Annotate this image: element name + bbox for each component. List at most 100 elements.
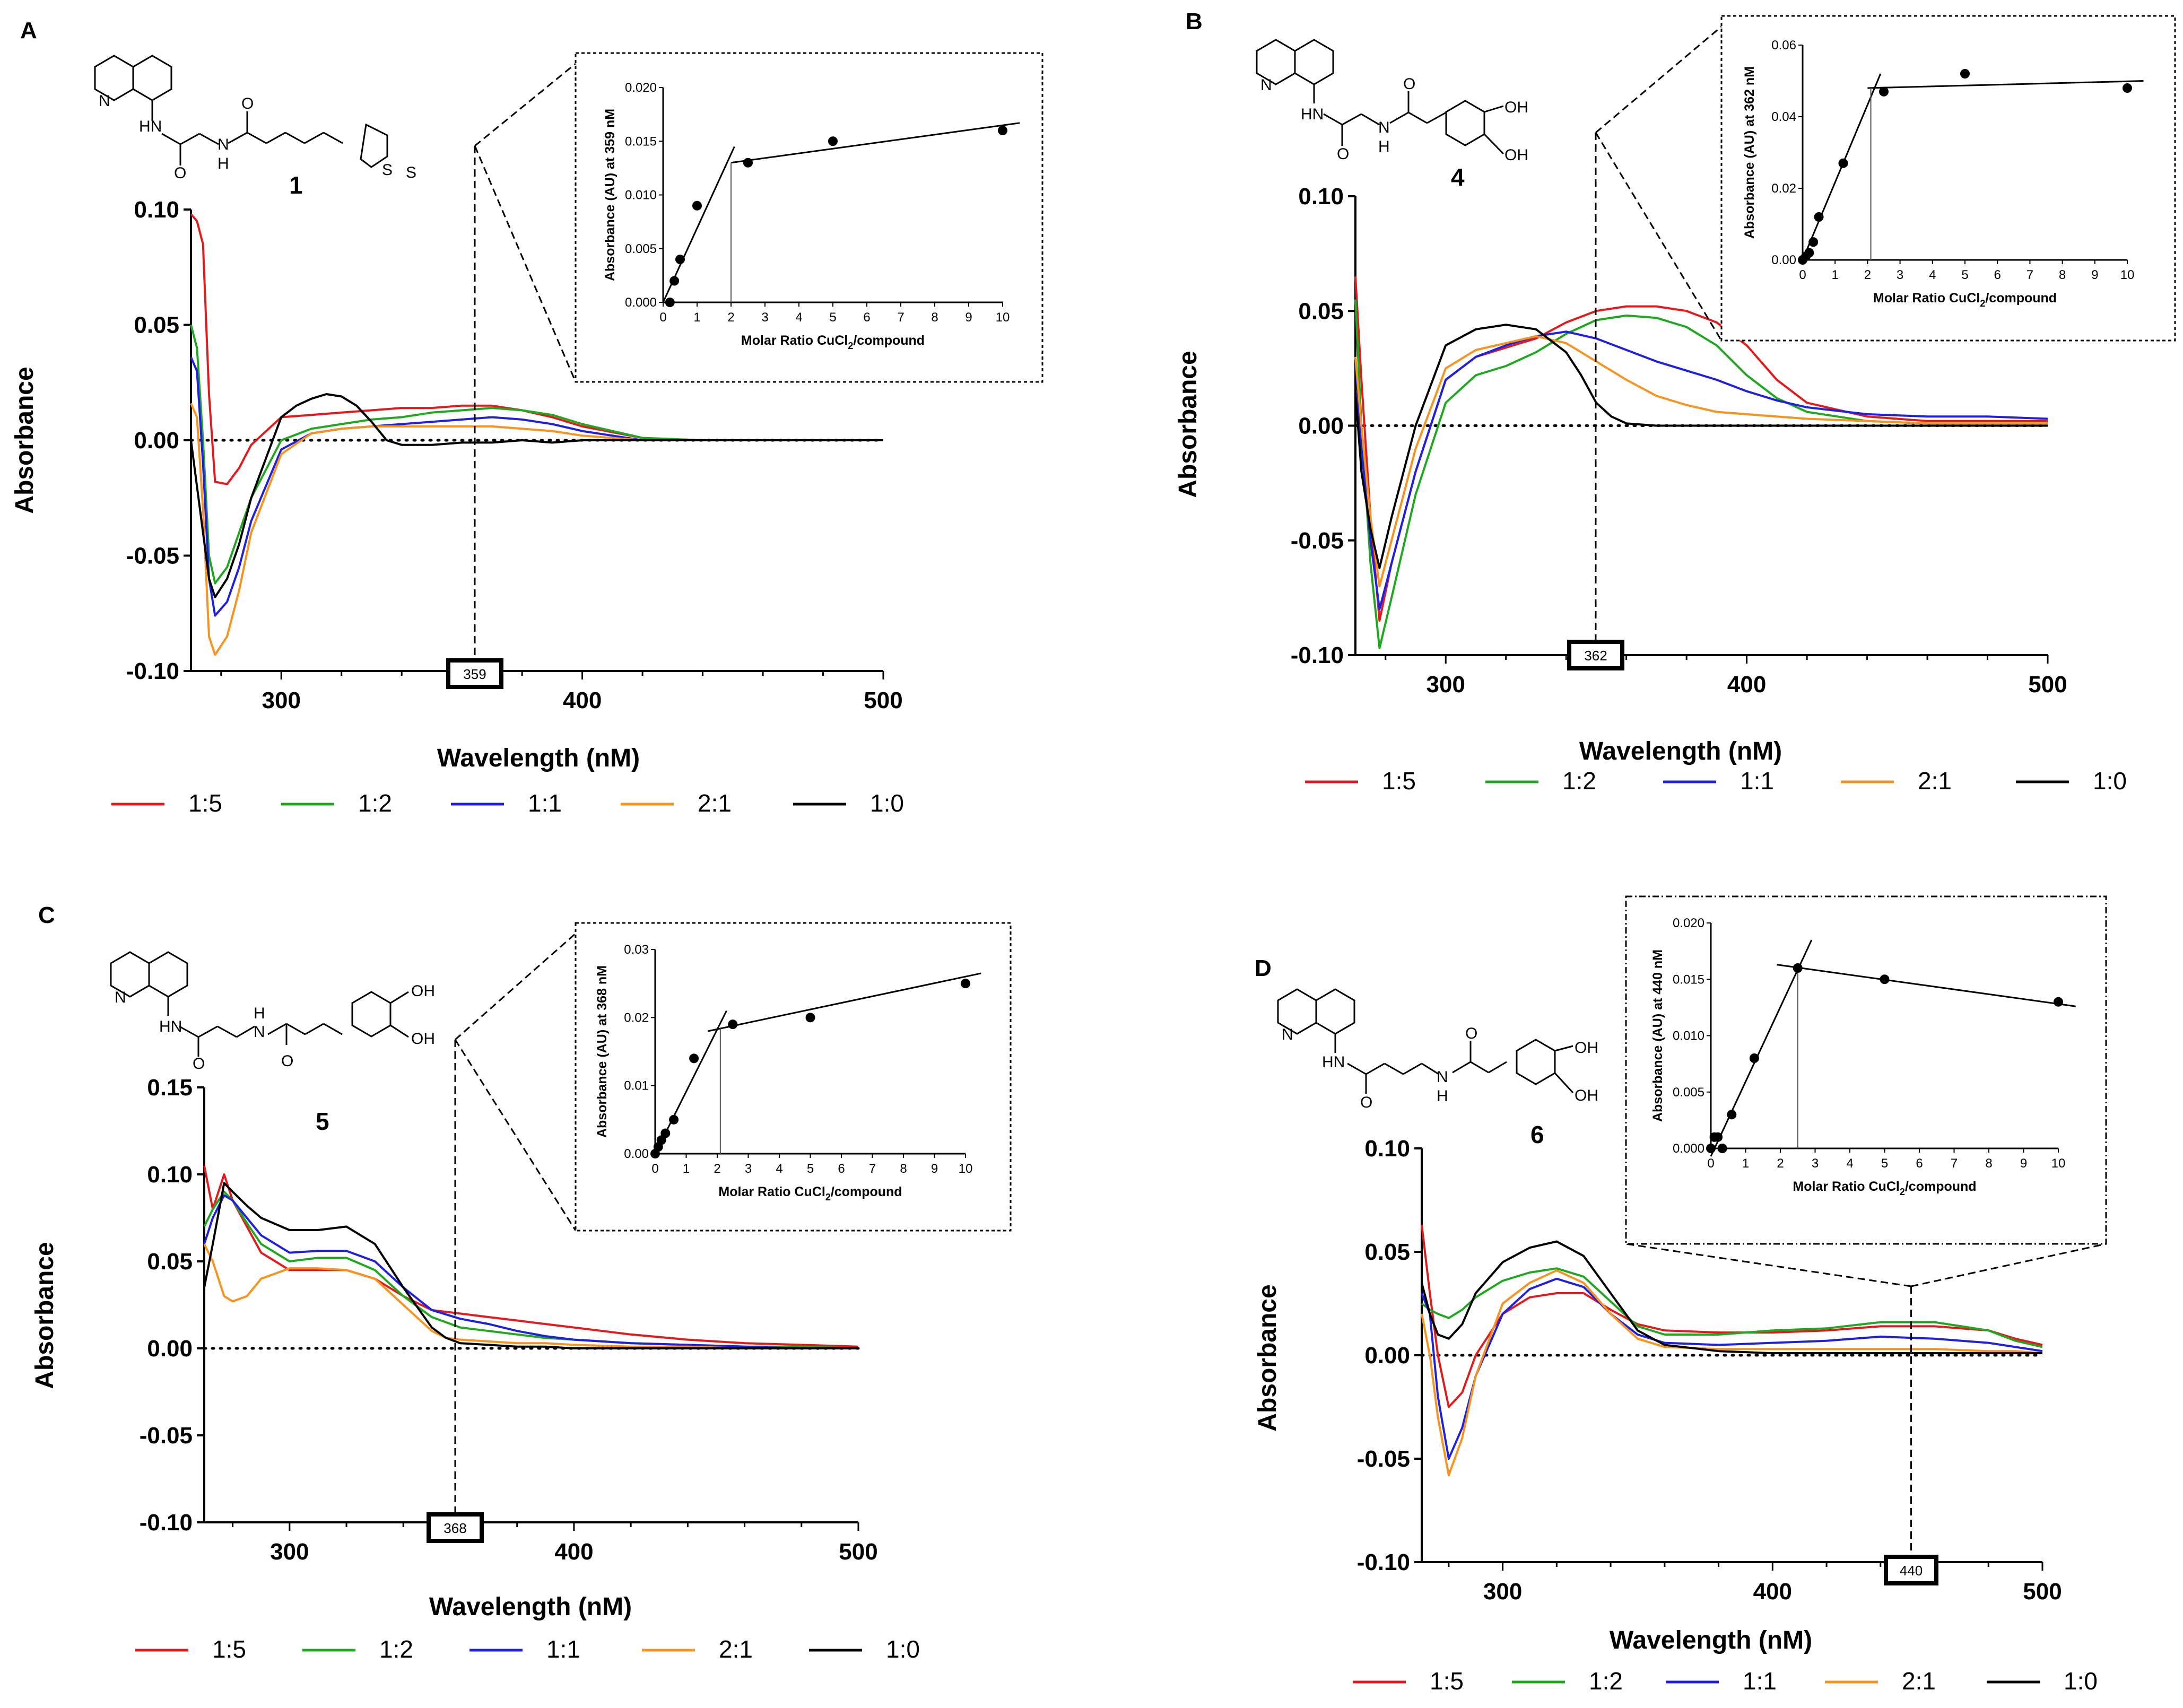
x-tick-label: 400 xyxy=(563,687,602,713)
y-tick-label: 0.10 xyxy=(134,197,179,223)
compound-number-c: 5 xyxy=(316,1108,329,1135)
inset-x-tick-label: 6 xyxy=(838,1162,845,1176)
legend-label-1-5: 1:5 xyxy=(212,1635,246,1663)
inset-x-label: Molar Ratio CuCl2/compound xyxy=(1873,291,2057,309)
inset-x-tick-label: 10 xyxy=(2051,1156,2066,1171)
inset-x-tick-label: 8 xyxy=(931,310,938,325)
inset-x-tick-label: 6 xyxy=(863,310,870,325)
zoom-guide-line xyxy=(454,1039,577,1231)
inset-y-tick-label: 0.000 xyxy=(625,295,657,310)
inset-x-tick-label: 3 xyxy=(1897,268,1903,282)
inset-y-tick-label: 0.04 xyxy=(1771,110,1796,124)
inset-data-point xyxy=(1879,86,1889,97)
atom-o1-d: O xyxy=(1360,1094,1372,1111)
inset-data-point xyxy=(1804,248,1814,258)
inset-data-point xyxy=(1960,69,1970,79)
chemical-structure-b xyxy=(1256,39,1504,155)
atom-s1-a: S xyxy=(382,161,393,179)
chemical-structure-a xyxy=(94,55,388,168)
x-axis-title-a: Wavelength (nM) xyxy=(437,744,640,772)
inset-x-tick-label: 9 xyxy=(965,310,972,325)
zoom-guide-line xyxy=(455,933,576,1041)
inset-x-tick-label: 4 xyxy=(776,1162,782,1176)
y-tick-label: 0.15 xyxy=(147,1075,193,1101)
inset-data-point xyxy=(1838,158,1848,168)
inset-x-tick-label: 4 xyxy=(1929,268,1936,282)
inset-x-tick-label: 7 xyxy=(1951,1156,1958,1171)
atom-o2-b: O xyxy=(1403,75,1415,93)
inset-x-label: Molar Ratio CuCl2/compound xyxy=(718,1184,902,1202)
inset-data-point xyxy=(1814,212,1824,222)
atom-hn-a: HN xyxy=(139,118,162,135)
panel-letter-b: B xyxy=(1186,8,1203,34)
series-line-1-2 xyxy=(190,324,883,585)
legend-label-1-5: 1:5 xyxy=(188,789,222,817)
y-tick-label: -0.05 xyxy=(1357,1446,1410,1472)
inset-x-tick-label: 3 xyxy=(1812,1156,1819,1171)
atom-oh1-d: OH xyxy=(1575,1039,1598,1057)
inset-chart-b: 0.00 0.02 0.04 0.06 0 1 2 3 4 5 6 7 8 9 10 Molar Ratio … xyxy=(1720,15,2176,342)
inset-x-tick-label: 2 xyxy=(727,310,734,325)
legend-label-1-2: 1:2 xyxy=(1589,1667,1623,1695)
legend-label-1-1: 1:1 xyxy=(528,789,562,817)
y-tick-label: 0.00 xyxy=(1364,1343,1410,1369)
inset-fit-line-rising xyxy=(1710,939,1813,1157)
inset-data-point xyxy=(669,276,680,286)
y-tick-label: 0.10 xyxy=(1364,1136,1410,1162)
wavelength-marker-label: 362 xyxy=(1584,648,1607,664)
y-tick-label: 0.00 xyxy=(1298,413,1344,439)
inset-data-point xyxy=(665,298,675,307)
x-tick-label: 500 xyxy=(2023,1579,2062,1605)
compound-number-b: 4 xyxy=(1451,163,1465,191)
atom-h-b: H xyxy=(1378,138,1390,155)
inset-y-label: Absorbance (AU) at 359 nM xyxy=(603,109,617,281)
inset-x-label: Molar Ratio CuCl2/compound xyxy=(1793,1179,1976,1197)
atom-n2-a: N xyxy=(218,136,229,153)
atom-o1-a: O xyxy=(174,164,186,182)
inset-x-tick-label: 0 xyxy=(1799,268,1806,282)
legend-d: 1:5 1:2 1:1 2:1 1:0 xyxy=(1353,1667,2098,1695)
legend-label-1-2: 1:2 xyxy=(358,789,392,817)
wavelength-marker-label: 440 xyxy=(1900,1563,1923,1579)
atom-n2-b: N xyxy=(1378,119,1390,136)
atom-o1-c: O xyxy=(193,1055,205,1073)
inset-y-label: Absorbance (AU) at 368 nM xyxy=(595,965,610,1138)
atom-oh2-b: OH xyxy=(1504,146,1528,164)
inset-y-tick-label: 0.03 xyxy=(624,943,649,957)
series-line-1-5 xyxy=(1421,1225,2043,1408)
chemical-structure-c xyxy=(110,951,409,1057)
compound-number-a: 1 xyxy=(289,171,303,199)
legend-label-2-1: 2:1 xyxy=(719,1635,753,1663)
inset-y-tick-label: 0.00 xyxy=(624,1147,649,1161)
y-tick-label: 0.10 xyxy=(1298,184,1344,210)
legend-label-1-0: 1:0 xyxy=(2064,1667,2098,1695)
series-line-2-1 xyxy=(203,1243,858,1349)
atom-n-d: N xyxy=(1282,1026,1293,1043)
inset-data-point xyxy=(2054,997,2063,1007)
inset-y-tick-label: 0.00 xyxy=(1771,253,1796,267)
y-tick-label: -0.10 xyxy=(1291,642,1344,668)
inset-x-tick-label: 0 xyxy=(651,1162,658,1176)
atom-hn-b: HN xyxy=(1301,106,1324,123)
inset-x-label: Molar Ratio CuCl2/compound xyxy=(741,333,925,351)
inset-x-tick-label: 8 xyxy=(2059,268,2066,282)
y-axis-title-d: Absorbance xyxy=(1254,1284,1282,1431)
y-tick-label: -0.10 xyxy=(1357,1549,1410,1575)
inset-data-point xyxy=(669,1114,679,1125)
inset-y-tick-label: 0.06 xyxy=(1771,38,1796,53)
inset-y-tick-label: 0.02 xyxy=(624,1010,649,1025)
atom-s2-a: S xyxy=(406,164,416,181)
atom-h-c: H xyxy=(254,1005,265,1022)
atom-hn-d: HN xyxy=(1322,1053,1345,1071)
atom-h-d: H xyxy=(1437,1087,1448,1105)
inset-fit-line-plateau xyxy=(708,972,981,1032)
inset-y-tick-label: 0.005 xyxy=(1673,1085,1704,1100)
inset-x-tick-label: 4 xyxy=(1846,1156,1853,1171)
series-line-1-2 xyxy=(1421,1267,2043,1348)
atom-o2-a: O xyxy=(241,95,254,112)
inset-frame xyxy=(1625,895,2107,1245)
wavelength-marker-label: 359 xyxy=(463,666,486,682)
legend-label-1-5: 1:5 xyxy=(1430,1667,1464,1695)
inset-y-tick-label: 0.010 xyxy=(1673,1029,1704,1043)
